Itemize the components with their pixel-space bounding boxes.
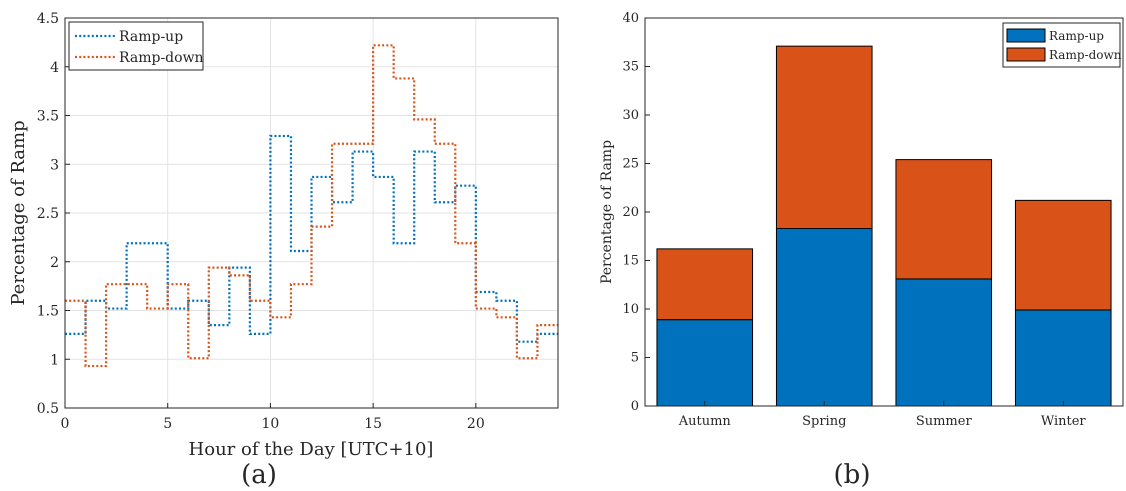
chart-a-xlabel: Hour of the Day [UTC+10] [189, 439, 434, 460]
chart-b-legend-label: Ramp-up [1049, 29, 1104, 43]
chart-b-legend-swatch [1006, 47, 1046, 62]
chart-b-bar-ramp-down [656, 248, 754, 321]
chart-a-ylabel: Percentage of Ramp [8, 120, 29, 305]
chart-b-bar-ramp-up [1014, 309, 1112, 407]
chart-a-series [65, 44, 558, 368]
chart-a-xtick-label: 5 [163, 416, 172, 432]
chart-b-subtitle: (b) [834, 460, 871, 490]
chart-b-ticks: Autumn Spring Summer Winter 0 5 10 15 20 25 30 35 40 [622, 11, 1086, 429]
chart-b-ytick-label: 25 [622, 157, 639, 172]
chart-b-bar-ramp-down [775, 45, 873, 229]
chart-b-bar-ramp-down [895, 159, 993, 280]
chart-a: 0 5 10 15 200.511.522.533.544.5 Ramp-upRamp-… [8, 11, 559, 490]
chart-b-legend-label: Ramp-down [1049, 48, 1122, 62]
chart-b-bar-ramp-up [895, 278, 993, 407]
chart-a-series-ramp-up [65, 134, 558, 343]
chart-b-legend-swatch [1006, 28, 1046, 43]
chart-a-subtitle: (a) [241, 460, 277, 490]
chart-a-series-ramp-down [65, 44, 558, 368]
chart-b-ylabel: Percentage of Ramp [599, 140, 615, 284]
chart-b-bar-ramp-up [656, 319, 754, 407]
chart-a-ytick-label: 3.5 [37, 109, 59, 125]
chart-a-xtick-label: 20 [467, 416, 485, 432]
chart-a-xtick-label: 15 [364, 416, 382, 432]
chart-b-category-label: Summer [916, 414, 973, 429]
chart-b-bars [656, 45, 1112, 407]
chart-b-ytick-label: 0 [631, 399, 639, 414]
chart-a-ytick-label: 0.5 [37, 401, 59, 417]
chart-b-bar-ramp-down [1014, 199, 1112, 311]
chart-b-ytick-label: 40 [622, 11, 639, 26]
chart-b-bar-ramp-up [775, 227, 873, 407]
chart-a-ytick-label: 2.5 [37, 206, 59, 222]
chart-b-ytick-label: 35 [622, 60, 639, 75]
chart-b-legend: Ramp-up Ramp-down [1002, 22, 1122, 68]
chart-b-ytick-label: 10 [622, 302, 639, 317]
chart-a-ytick-label: 3 [50, 157, 59, 173]
chart-b-ytick-label: 15 [622, 254, 639, 269]
chart-a-legend-label: Ramp-down [119, 50, 204, 66]
chart-b-category-label: Autumn [678, 414, 732, 429]
chart-a-legend: Ramp-up Ramp-down [68, 21, 204, 71]
chart-a-legend-box [68, 21, 204, 71]
chart-a-ytick-label: 2 [50, 255, 59, 271]
chart-a-legend-label: Ramp-up [119, 29, 183, 45]
chart-a-ytick-label: 1 [50, 352, 59, 368]
chart-b-ytick-label: 20 [622, 205, 639, 220]
chart-a-ytick-label: 4.5 [37, 11, 59, 27]
chart-a-xtick-label: 0 [61, 416, 70, 432]
chart-b-category-label: Winter [1041, 414, 1087, 429]
chart-b-category-label: Spring [802, 414, 846, 429]
chart-a-ytick-label: 1.5 [37, 304, 59, 320]
chart-b: Autumn Spring Summer Winter 0 5 10 15 20 25 30 35 40… [599, 11, 1124, 490]
chart-b-ytick-label: 5 [631, 351, 639, 366]
chart-b-ytick-label: 30 [622, 108, 639, 123]
chart-a-xtick-label: 10 [262, 416, 280, 432]
chart-a-ytick-label: 4 [50, 60, 59, 76]
chart-a-ticks: 0 5 10 15 20 0.5 1 1.5 2 2.5 3 3.5 4 4.5 [37, 11, 485, 432]
